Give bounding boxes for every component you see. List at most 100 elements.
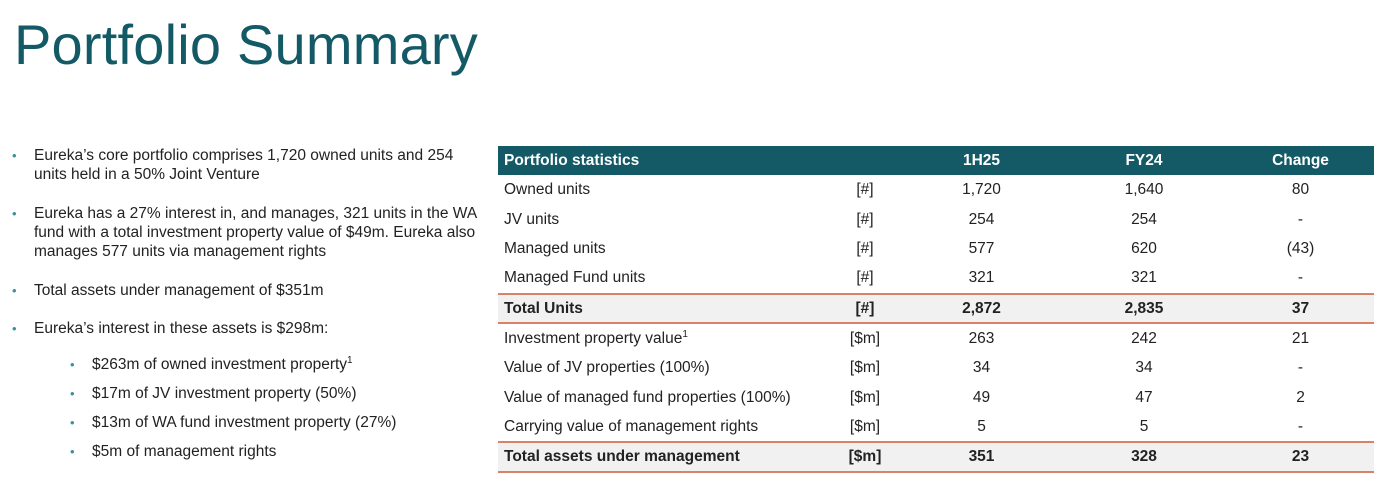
header-unit — [828, 146, 902, 175]
row-1h25: 5 — [977, 417, 986, 435]
row-fy24: 328 — [1061, 441, 1227, 473]
row-change: - — [1297, 417, 1304, 435]
row-1h25: 321 — [968, 269, 995, 287]
row-unit: [$m] — [849, 358, 881, 376]
header-fy24: FY24 — [1061, 146, 1227, 175]
bullet-dot-icon: • — [12, 148, 17, 163]
row-label-text: Total assets under management — [504, 448, 740, 466]
row-change: (43) — [1286, 240, 1315, 258]
bullet-text: Total assets under management of $351m — [34, 282, 324, 299]
row-fy24: 34 — [1135, 358, 1153, 376]
row-fy24: 47 — [1135, 388, 1153, 406]
table-row: Carrying value of management rights [$m]… — [498, 413, 1374, 443]
row-label-text: Carrying value of management rights — [504, 417, 759, 435]
row-label: JV units — [498, 205, 828, 235]
row-change: 21 — [1291, 329, 1310, 347]
footnote-marker: 1 — [682, 328, 688, 340]
sub-bullet-item: • $13m of WA fund investment property (27… — [12, 413, 482, 432]
sub-bullet-text: $13m of WA fund investment property (27%… — [92, 414, 397, 431]
row-unit: [#] — [856, 210, 874, 228]
table-row: Value of JV properties (100%) [$m] 34 34… — [498, 353, 1374, 383]
row-change: 80 — [1291, 180, 1310, 198]
row-label-text: Total Units — [504, 299, 583, 317]
row-1h25: 577 — [968, 240, 995, 258]
table-row: Investment property value1 [$m] 263 242 … — [498, 323, 1374, 353]
row-change: 2 — [1296, 388, 1305, 406]
table-header-row: Portfolio statistics 1H25 FY24 Change — [498, 146, 1374, 175]
header-change: Change — [1227, 146, 1374, 175]
row-label: Managed Fund units — [498, 264, 828, 294]
row-label-text: Investment property value — [504, 329, 683, 347]
row-fy24: 1,640 — [1124, 180, 1164, 198]
row-label-text: Managed units — [504, 240, 606, 258]
table-row: JV units [#] 254 254 - — [498, 205, 1374, 235]
bullet-item: • Total assets under management of $351m — [12, 281, 482, 300]
bullet-dot-icon: • — [70, 357, 75, 372]
bullet-item: • Eureka’s interest in these assets is $2… — [12, 319, 482, 338]
row-label: Value of JV properties (100%) — [498, 353, 828, 383]
row-label-text: Managed Fund units — [504, 269, 646, 287]
header-1h25: 1H25 — [902, 146, 1061, 175]
row-change: - — [1297, 210, 1304, 228]
bullet-item: • Eureka has a 27% interest in, and manag… — [12, 204, 482, 261]
table-row: Managed Fund units [#] 321 321 - — [498, 264, 1374, 294]
row-1h25: 2,872 — [902, 292, 1061, 325]
sub-bullet-item: • $17m of JV investment property (50%) — [12, 384, 482, 403]
bullet-text: Eureka has a 27% interest in, and manage… — [34, 205, 477, 260]
sub-bullet-text: $5m of management rights — [92, 443, 277, 460]
bullet-text: Eureka’s core portfolio comprises 1,720 … — [34, 147, 454, 183]
row-change: - — [1297, 269, 1304, 287]
row-unit: [$m] — [849, 329, 881, 347]
row-change: 37 — [1227, 292, 1374, 325]
row-label: Carrying value of management rights — [498, 413, 828, 443]
table-row: Owned units [#] 1,720 1,640 80 — [498, 175, 1374, 205]
bullet-dot-icon: • — [12, 206, 17, 221]
bullet-dot-icon: • — [70, 415, 75, 430]
table-row: Value of managed fund properties (100%) … — [498, 383, 1374, 413]
row-label: Investment property value1 — [498, 323, 828, 353]
row-unit: [$m] — [849, 417, 881, 435]
row-fy24: 5 — [1139, 417, 1149, 435]
row-1h25: 34 — [972, 358, 991, 376]
page-title: Portfolio Summary — [14, 13, 478, 76]
total-aum-row: Total assets under management [$m] 351 3… — [498, 441, 1374, 473]
sub-bullet-text: $17m of JV investment property (50%) — [92, 385, 357, 402]
bullet-dot-icon: • — [70, 386, 75, 401]
row-1h25: 49 — [972, 388, 991, 406]
row-label: Total assets under management — [498, 441, 828, 473]
bullet-dot-icon: • — [70, 444, 75, 459]
row-label: Value of managed fund properties (100%) — [498, 383, 828, 413]
bullet-dot-icon: • — [12, 283, 17, 298]
row-label-text: Value of managed fund properties (100%) — [504, 388, 791, 406]
summary-bullets: • Eureka’s core portfolio comprises 1,720… — [12, 146, 482, 471]
row-1h25: 351 — [902, 441, 1061, 473]
row-unit: [$m] — [849, 388, 881, 406]
table-row: Managed units [#] 577 620 (43) — [498, 234, 1374, 264]
row-unit: [$m] — [828, 441, 902, 473]
row-label: Owned units — [498, 175, 828, 205]
total-units-row: Total Units [#] 2,872 2,835 37 — [498, 292, 1374, 325]
row-1h25: 1,720 — [962, 180, 1001, 198]
row-unit: [#] — [828, 292, 902, 325]
row-label-text: Value of JV properties (100%) — [504, 358, 710, 376]
row-change: - — [1297, 358, 1304, 376]
portfolio-statistics-table: Portfolio statistics 1H25 FY24 Change Ow… — [498, 146, 1374, 473]
sub-bullet-item: • $263m of owned investment property1 — [12, 355, 482, 374]
row-unit: [#] — [856, 240, 874, 258]
bullet-text: Eureka’s interest in these assets is $29… — [34, 320, 329, 337]
sub-bullet-text: $263m of owned investment property — [92, 356, 348, 373]
bullet-dot-icon: • — [12, 321, 17, 336]
row-fy24: 321 — [1131, 269, 1157, 287]
row-unit: [#] — [856, 269, 874, 287]
row-fy24: 2,835 — [1061, 292, 1227, 325]
row-fy24: 620 — [1131, 240, 1157, 258]
sub-bullet-item: • $5m of management rights — [12, 442, 482, 461]
row-label: Managed units — [498, 234, 828, 264]
row-fy24: 242 — [1131, 329, 1157, 347]
row-change: 23 — [1227, 441, 1374, 473]
bullet-item: • Eureka’s core portfolio comprises 1,720… — [12, 146, 482, 184]
row-unit: [#] — [856, 180, 874, 198]
row-1h25: 263 — [968, 329, 995, 347]
row-label-text: JV units — [504, 210, 560, 228]
row-fy24: 254 — [1131, 210, 1157, 228]
